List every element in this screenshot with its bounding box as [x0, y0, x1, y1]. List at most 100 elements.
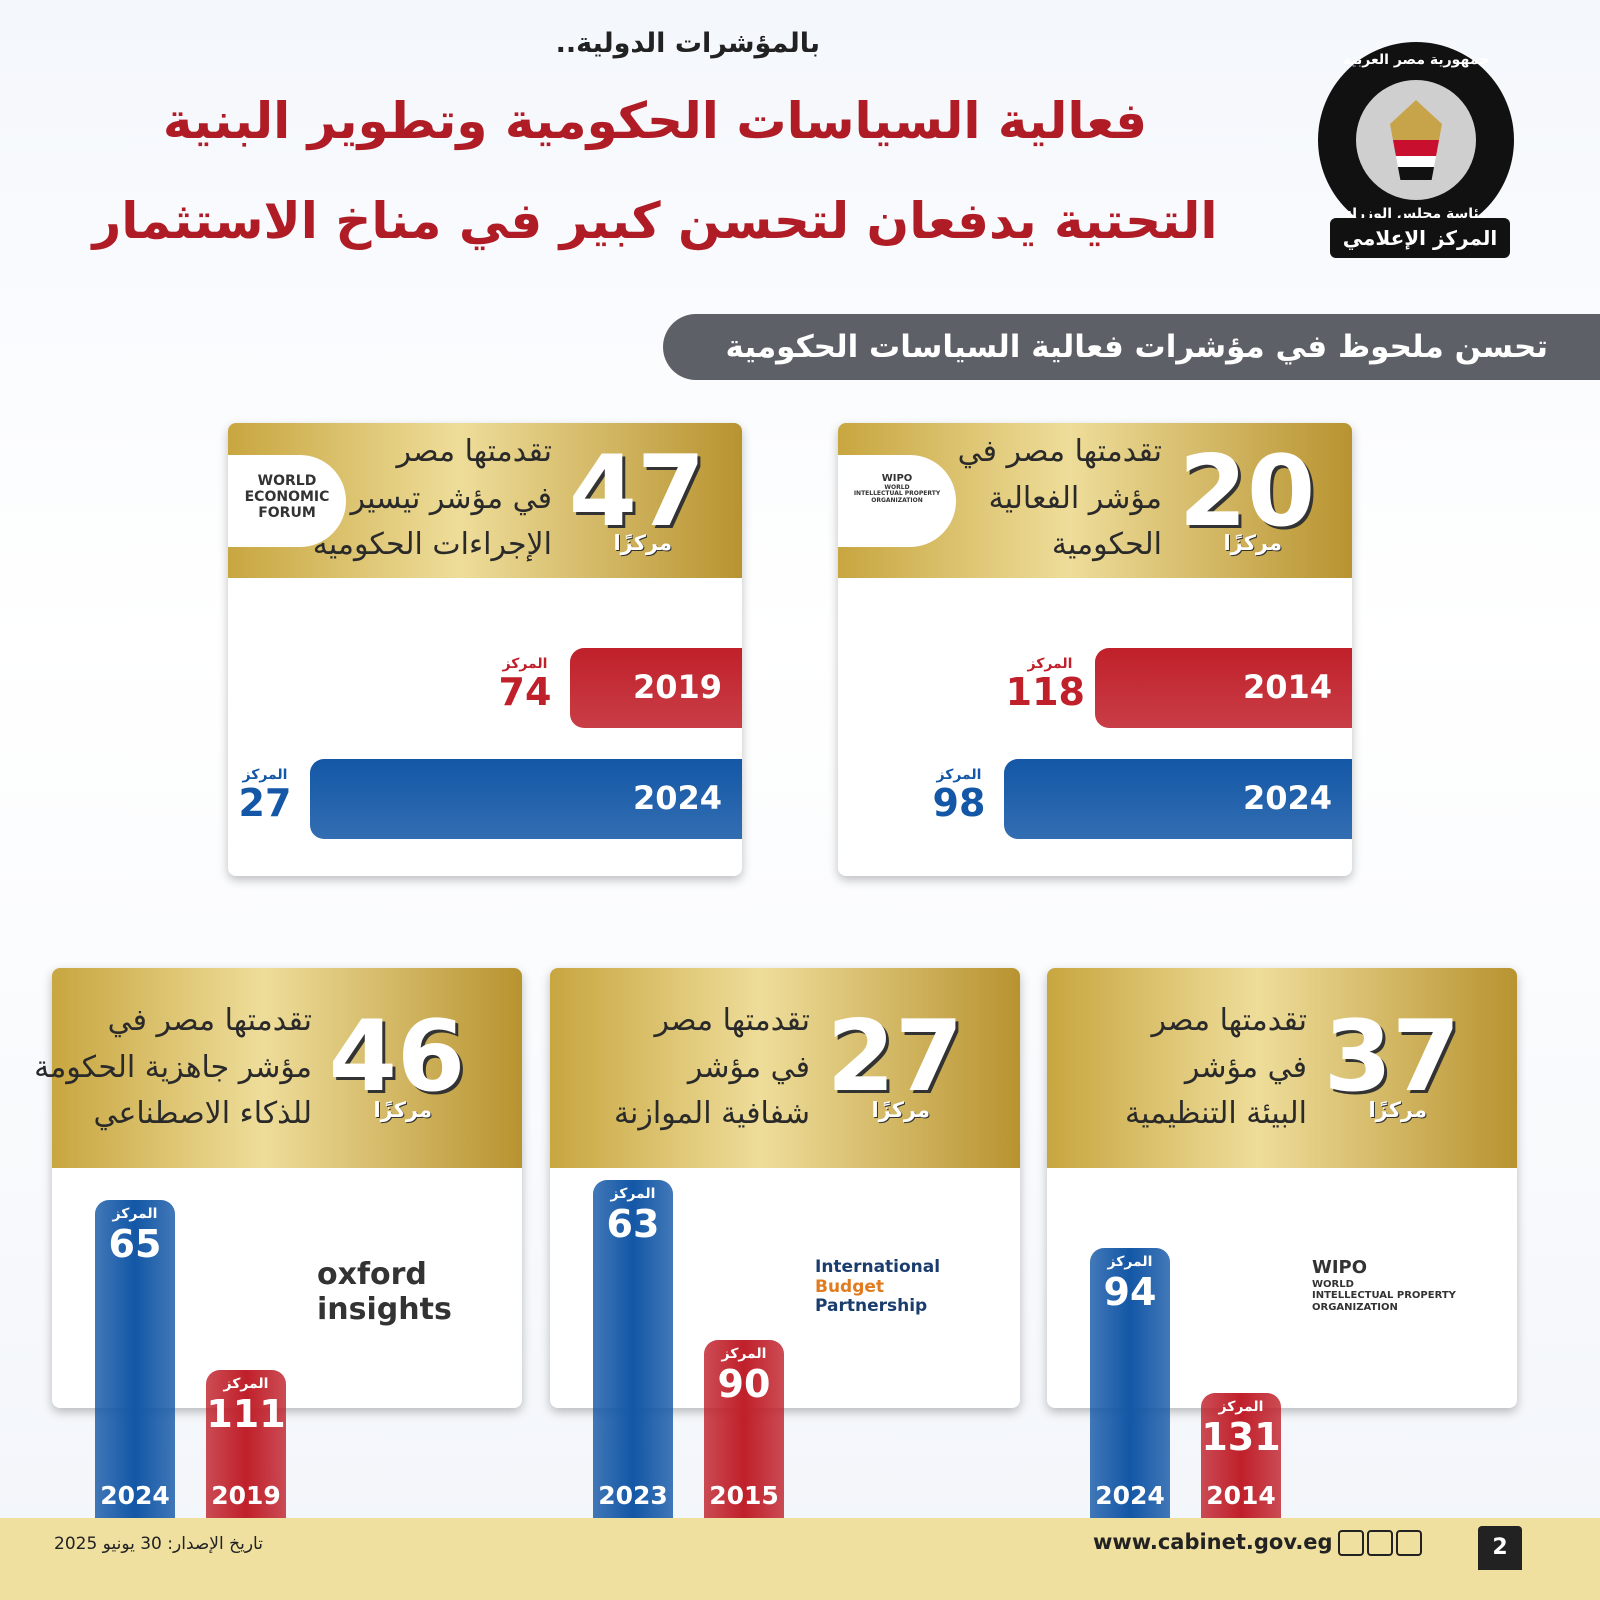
rank-value: 63	[606, 1202, 660, 1246]
rank-caption: المركز	[721, 1346, 767, 1362]
indicator-card: 20 مركزًا تقدمتها مصر في مؤشر الفعالية الحكو…	[838, 423, 1352, 876]
description-line: تقدمتها مصر	[396, 434, 552, 469]
rank-bar: المركز 111 2019	[206, 1370, 286, 1518]
rank-caption: المركز	[936, 767, 982, 783]
description-line: البيئة التنظيمية	[1125, 1096, 1307, 1131]
rank-value: 118	[1005, 670, 1085, 714]
rank-value: 94	[1103, 1270, 1157, 1314]
source-line: insights	[317, 1291, 452, 1327]
rank-unit: مركزًا	[1368, 1098, 1427, 1122]
rank-value: 27	[238, 781, 292, 825]
source-line: Partnership	[815, 1296, 928, 1317]
title-line: التحتية يدفعان لتحسن كبير في مناخ الاستث…	[92, 192, 1218, 250]
source-line: ORGANIZATION	[1312, 1301, 1398, 1313]
rank-number: 37	[1323, 1000, 1461, 1114]
rank-unit: مركزًا	[871, 1098, 930, 1122]
bar-year: 2019	[211, 1481, 281, 1510]
description-line: شفافية الموازنة	[613, 1096, 810, 1131]
rank-value: 90	[717, 1362, 771, 1406]
description-line: الإجراءات الحكومية	[312, 527, 552, 562]
rank-number: 27	[826, 1000, 964, 1114]
rank-label: المركز 27	[230, 767, 300, 825]
indicator-card: 47 مركزًا تقدمتها مصر في مؤشر تيسير الإجراءا…	[228, 423, 742, 876]
description: تقدمتها مصر في مؤشر الفعالية الحكومية	[958, 429, 1162, 569]
title-line: فعالية السياسات الحكومية وتطوير البنية	[162, 92, 1148, 150]
source-logo: oxford insights	[317, 1257, 517, 1327]
source-logo: International Budget Partnership	[815, 1257, 1015, 1317]
rank-bar: 2024	[310, 759, 742, 839]
description-line: مؤشر جاهزية الحكومة	[34, 1049, 312, 1085]
rank-bar: 2014	[1095, 648, 1352, 728]
rank-value: 98	[932, 781, 986, 825]
description-line: تقدمتها مصر	[1151, 1003, 1307, 1038]
source-line: FORUM	[258, 505, 316, 522]
bar-year: 2024	[632, 779, 722, 817]
description: تقدمتها مصر في مؤشر تيسير الإجراءات الحكوم…	[313, 429, 552, 569]
website[interactable]: www.cabinet.gov.eg	[1093, 1530, 1333, 1554]
rank-bar: المركز 94 2024	[1090, 1248, 1170, 1518]
description-line: مؤشر الفعالية	[988, 480, 1162, 516]
section-title: تحسن ملحوظ في مؤشرات فعالية السياسات الح…	[663, 314, 1600, 380]
description-line: في مؤشر	[1184, 1049, 1307, 1085]
description-line: تقدمتها مصر	[654, 1003, 810, 1038]
description: تقدمتها مصر في مؤشر جاهزية الحكومة للذكاء …	[34, 998, 312, 1138]
bar-year: 2023	[598, 1481, 668, 1510]
bar-year: 2019	[632, 668, 722, 706]
kicker: بالمؤشرات الدولية..	[555, 28, 820, 59]
source-line: WORLD	[884, 483, 910, 491]
rank-bar: 2019	[570, 648, 742, 728]
rank-caption: المركز	[112, 1206, 158, 1222]
logo-ribbon: المركز الإعلامي	[1330, 218, 1510, 258]
footer: تاريخ الإصدار: 30 يونيو 2025 www.cabinet…	[0, 1518, 1600, 1600]
rank-unit: مركزًا	[373, 1098, 432, 1122]
indicator-card: 27 مركزًا تقدمتها مصر في مؤشر شفافية الموازن…	[550, 968, 1020, 1518]
rank-label: المركز 98	[924, 767, 994, 825]
rank-label: المركز 74	[490, 656, 560, 714]
rank-number: 20	[1178, 435, 1316, 549]
x-icon[interactable]	[1367, 1530, 1393, 1556]
bar-year: 2015	[709, 1481, 779, 1510]
logo: جمهورية مصر العربية رئاسة مجلس الوزراء	[1318, 42, 1514, 238]
rank-caption: المركز	[1218, 1399, 1264, 1415]
source-logo: WIPO WORLD INTELLECTUAL PROPERTY ORGANIZATI…	[838, 455, 956, 547]
rank-number: 47	[568, 435, 706, 549]
rank-value: 131	[1201, 1415, 1281, 1459]
rank-unit: مركزًا	[1223, 531, 1282, 555]
rank-value: 74	[498, 670, 552, 714]
source-line: WORLD	[257, 473, 317, 489]
bar-year: 2024	[1095, 1481, 1165, 1510]
description: تقدمتها مصر في مؤشر البيئة التنظيمية	[1125, 998, 1307, 1138]
indicator-card: 37 مركزًا تقدمتها مصر في مؤشر البيئة التنظيم…	[1047, 968, 1517, 1518]
source-logo: WORLD ECONOMIC FORUM	[228, 455, 346, 547]
bar-year: 2014	[1206, 1481, 1276, 1510]
source-line: ECONOMIC	[244, 489, 330, 506]
source-logo: WIPO WORLD INTELLECTUAL PROPERTY ORGANIZATI…	[1312, 1257, 1512, 1313]
bar-year: 2014	[1242, 668, 1332, 706]
source-line: Budget	[815, 1276, 885, 1297]
youtube-icon[interactable]	[1396, 1530, 1422, 1556]
logo-top-text: جمهورية مصر العربية	[1342, 52, 1490, 68]
source-line: oxford	[317, 1257, 427, 1292]
description-line: في مؤشر تيسير	[350, 480, 552, 516]
bar-year: 2024	[100, 1481, 170, 1510]
card-header	[550, 968, 1020, 1168]
rank-number: 46	[328, 1000, 466, 1114]
source-line: International	[815, 1257, 941, 1277]
page-number: 2	[1478, 1526, 1522, 1570]
description: تقدمتها مصر في مؤشر شفافية الموازنة	[614, 998, 810, 1138]
rank-unit: مركزًا	[613, 531, 672, 555]
source-line: INTELLECTUAL PROPERTY	[853, 490, 941, 498]
rank-caption: المركز	[242, 767, 288, 783]
facebook-icon[interactable]	[1338, 1530, 1364, 1556]
description-line: تقدمتها مصر في	[957, 434, 1162, 469]
source-line: INTELLECTUAL PROPERTY	[1312, 1290, 1456, 1302]
rank-caption: المركز	[502, 656, 548, 672]
source-line: WIPO	[1312, 1257, 1368, 1278]
rank-value: 111	[206, 1392, 286, 1436]
description-line: تقدمتها مصر في	[107, 1003, 312, 1038]
rank-bar: المركز 63 2023	[593, 1180, 673, 1518]
rank-bar: المركز 131 2014	[1201, 1393, 1281, 1518]
rank-caption: المركز	[1107, 1254, 1153, 1270]
rank-bar: المركز 90 2015	[704, 1340, 784, 1518]
card-header	[1047, 968, 1517, 1168]
